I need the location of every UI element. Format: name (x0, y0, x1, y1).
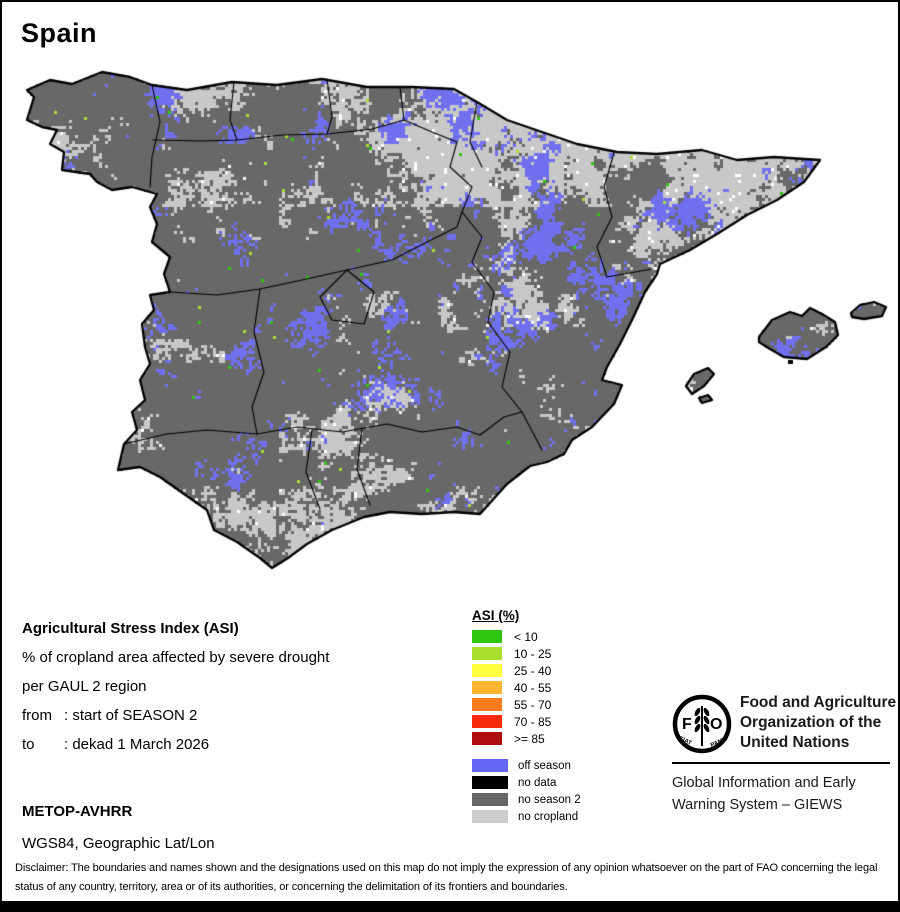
legend-color-swatch (472, 759, 508, 772)
info-to-line: to : dekad 1 March 2026 (22, 730, 329, 759)
giews-line: Global Information and Early (672, 775, 856, 791)
map-legend: ASI (%) < 10 10 - 25 25 - 40 40 - 55 55 - 70… (472, 608, 652, 827)
legend-row: 25 - 40 (472, 663, 652, 678)
fao-name-line: Food and Agriculture (740, 694, 897, 711)
legend-label: no data (518, 776, 557, 789)
legend-color-swatch (472, 681, 502, 694)
projection-label: WGS84, Geographic Lat/Lon (22, 835, 215, 852)
legend-row: 70 - 85 (472, 714, 652, 729)
info-heading: Agricultural Stress Index (ASI) (22, 620, 239, 637)
fao-separator-line (672, 762, 890, 764)
legend-title: ASI (%) (472, 608, 520, 623)
legend-label: < 10 (514, 629, 538, 644)
legend-color-swatch (472, 793, 508, 806)
info-subtitle: % of cropland area affected by severe dr… (22, 649, 330, 666)
legend-color-swatch (472, 647, 502, 660)
legend-row: 55 - 70 (472, 697, 652, 712)
giews-line: Warning System – GIEWS (672, 796, 843, 813)
legend-label: 10 - 25 (514, 646, 552, 661)
legend-color-swatch (472, 776, 508, 789)
fao-name-line: United Nations (740, 734, 850, 751)
legend-color-swatch (472, 630, 502, 643)
legend-label: off season (518, 759, 571, 772)
from-label: from (22, 707, 52, 724)
disclaimer-text: Disclaimer: The boundaries and names sho… (15, 862, 878, 893)
map-info-block: Agricultural Stress Index (ASI) % of cro… (22, 614, 329, 759)
legend-label: 70 - 85 (514, 714, 552, 729)
legend-label: 55 - 70 (514, 697, 552, 712)
legend-row: no cropland (472, 810, 652, 823)
svg-text:F: F (682, 716, 692, 733)
legend-color-swatch (472, 732, 502, 745)
legend-label: no season 2 (518, 793, 581, 806)
legend-row: no data (472, 776, 652, 789)
to-label: to (22, 736, 35, 753)
fao-motto-fiat: FIAT (678, 736, 693, 747)
country-title: Spain (21, 18, 98, 48)
sensor-label: METOP-AVHRR (22, 803, 133, 820)
to-value: : dekad 1 March 2026 (64, 736, 210, 753)
legend-row: 40 - 55 (472, 680, 652, 695)
legend-row: no season 2 (472, 793, 652, 806)
legend-row: off season (472, 759, 652, 772)
source-block: METOP-AVHRR WGS84, Geographic Lat/Lon (22, 796, 215, 860)
legend-color-swatch (472, 715, 502, 728)
fao-logo-icon: F O FIAT PANIS (672, 694, 732, 759)
legend-color-swatch (472, 810, 508, 823)
status-legend-rows: off season no data no season 2 no cropland (472, 759, 652, 823)
legend-color-swatch (472, 664, 502, 677)
legend-row: >= 85 (472, 731, 652, 746)
info-from-line: from : start of SEASON 2 (22, 701, 329, 730)
spain-asi-map-canvas (12, 57, 892, 605)
from-value: : start of SEASON 2 (64, 707, 198, 724)
svg-text:O: O (710, 716, 722, 733)
legend-row: < 10 (472, 629, 652, 644)
asi-legend-rows: < 10 10 - 25 25 - 40 40 - 55 55 - 70 70 - 85 >… (472, 629, 652, 746)
info-region-line: per GAUL 2 region (22, 678, 147, 695)
legend-color-swatch (472, 698, 502, 711)
legend-label: 40 - 55 (514, 680, 552, 695)
legend-label: 25 - 40 (514, 663, 552, 678)
legend-row: 10 - 25 (472, 646, 652, 661)
legend-label: no cropland (518, 810, 579, 823)
giews-block: Global Information and Early Warning Sys… (672, 773, 856, 816)
bottom-black-bar (2, 901, 898, 910)
fao-name-block: Food and Agriculture Organization of the… (740, 693, 896, 753)
legend-label: >= 85 (514, 731, 545, 746)
fao-name-line: Organization of the (740, 714, 882, 731)
